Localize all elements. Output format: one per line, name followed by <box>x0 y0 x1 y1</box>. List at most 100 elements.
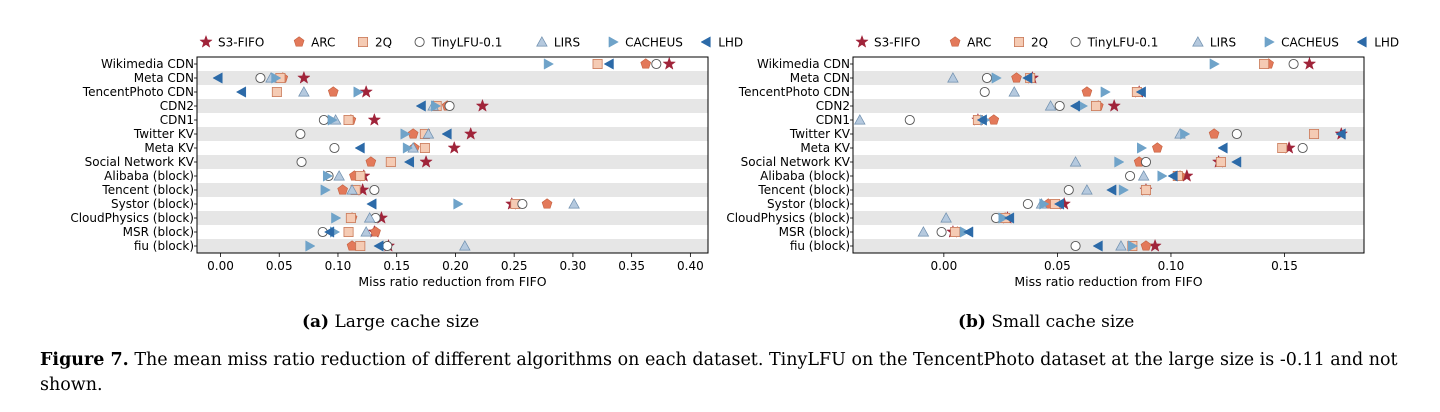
caption-text: The mean miss ratio reduction of differe… <box>40 350 1398 395</box>
data-point-cacheus-systor-block <box>1039 198 1050 210</box>
data-point-cacheus-meta-cdn <box>271 72 282 84</box>
data-point-s3-fifo-twitter-kv <box>463 126 478 140</box>
row-band <box>853 155 1364 169</box>
data-point-lhd-tencentphoto-cdn <box>1135 86 1146 98</box>
y-tick-label-meta-kv: Meta KV <box>144 141 194 155</box>
data-point-s3-fifo-cdn1 <box>367 112 382 126</box>
data-point-cacheus-alibaba-block <box>322 170 334 182</box>
data-point-2q-social-network-kv <box>1215 156 1226 167</box>
y-tick-label-wikimedia-cdn: Wikimedia CDN <box>101 57 194 71</box>
data-point-tinylfu-0-1-tencentphoto-cdn <box>979 86 990 98</box>
data-point-s3-fifo-meta-kv <box>447 140 462 154</box>
data-point-tinylfu-0-1-systor-block <box>517 198 528 210</box>
data-point-cacheus-tencent-block <box>1118 184 1129 196</box>
x-tick-label: 0.05 <box>266 259 293 273</box>
y-tick-label-tencent-block: Tencent (block) <box>757 183 850 197</box>
data-point-lhd-fiu-block <box>1092 240 1103 252</box>
data-point-cacheus-systor-block <box>453 198 464 210</box>
subcaption-b-text: Small cache size <box>991 312 1135 332</box>
data-point-lhd-meta-kv <box>1217 142 1228 154</box>
data-point-lhd-fiu-block <box>373 240 384 252</box>
legend-marker-cacheus <box>1264 36 1275 48</box>
data-point-cacheus-twitter-kv <box>400 128 411 140</box>
legend-label-arc: ARC <box>311 36 335 50</box>
data-point-cacheus-social-network-kv <box>1114 156 1125 168</box>
legend-label-cacheus: CACHEUS <box>625 36 683 50</box>
y-tick-label-alibaba-block: Alibaba (block) <box>104 169 194 183</box>
data-point-lhd-cdn2 <box>1069 100 1080 112</box>
data-point-cacheus-tencent-block <box>320 184 331 196</box>
data-point-tinylfu-0-1-msr-block <box>936 226 947 238</box>
row-band <box>853 127 1364 141</box>
y-tick-label-cloudphysics-block: CloudPhysics (block) <box>70 211 194 225</box>
data-point-tinylfu-0-1-social-network-kv <box>1140 156 1152 168</box>
x-tick-label: 0.15 <box>1271 259 1298 273</box>
data-point-tinylfu-0-1-cdn2 <box>444 100 455 112</box>
data-point-cacheus-cdn2 <box>431 100 442 112</box>
data-point-2q-wikimedia-cdn <box>1259 59 1270 70</box>
data-point-lirs-tencent-block <box>1081 184 1093 195</box>
data-point-tinylfu-0-1-alibaba-block <box>1125 170 1136 182</box>
y-tick-label-cdn1: CDN1 <box>816 113 850 127</box>
y-tick-label-systor-block: Systor (block) <box>111 197 194 211</box>
subcaption-a: (a) Large cache size <box>302 312 479 332</box>
data-point-lhd-meta-kv <box>354 142 365 154</box>
legend-label-lhd: LHD <box>1374 36 1399 50</box>
data-point-lirs-meta-cdn <box>947 72 959 83</box>
data-point-s3-fifo-social-network-kv <box>419 154 433 168</box>
data-point-lhd-cdn2 <box>415 100 426 112</box>
data-point-cacheus-alibaba-block <box>1157 170 1168 182</box>
x-tick-label: 0.15 <box>383 259 410 273</box>
legend-marker-lhd <box>700 36 711 48</box>
legend-label-2q: 2Q <box>1031 36 1048 50</box>
data-point-2q-meta-kv <box>1277 142 1288 153</box>
data-point-s3-fifo-wikimedia-cdn <box>1302 56 1317 70</box>
legend-label-cacheus: CACHEUS <box>1281 36 1339 50</box>
data-point-arc-cdn1 <box>988 114 1000 125</box>
data-point-lirs-twitter-kv <box>422 128 435 139</box>
data-point-cacheus-meta-kv <box>1137 142 1148 154</box>
data-point-cacheus-fiu-block <box>1127 240 1139 252</box>
subcaption-b: (b) Small cache size <box>958 312 1134 332</box>
y-tick-label-cdn2: CDN2 <box>160 99 194 113</box>
legend-label-s3-fifo: S3-FIFO <box>874 36 920 50</box>
data-point-tinylfu-0-1-fiu-block <box>382 240 393 252</box>
x-axis-label: Miss ratio reduction from FIFO <box>358 274 546 289</box>
x-tick-label: 0.00 <box>930 259 957 273</box>
subcaption-b-label: (b) <box>958 312 986 332</box>
y-tick-label-twitter-kv: Twitter KV <box>133 127 195 141</box>
data-point-cacheus-cloudphysics-block <box>331 212 342 224</box>
data-point-2q-alibaba-block <box>355 170 366 181</box>
data-point-tinylfu-0-1-tencent-block <box>369 184 380 196</box>
row-band <box>853 71 1364 85</box>
data-point-cacheus-meta-kv <box>402 142 413 154</box>
data-point-arc-meta-kv <box>1152 142 1163 153</box>
row-band <box>853 239 1364 253</box>
data-point-arc-fiu-block <box>1140 240 1152 251</box>
x-tick-label: 0.25 <box>501 259 528 273</box>
data-point-2q-msr-block <box>950 226 961 237</box>
legend-marker-s3-fifo <box>855 34 869 48</box>
row-band <box>197 127 708 141</box>
y-tick-label-meta-kv: Meta KV <box>800 141 850 155</box>
data-point-2q-fiu-block <box>355 240 366 251</box>
x-tick-label: 0.00 <box>207 259 234 273</box>
data-point-lhd-alibaba-block <box>1167 170 1178 182</box>
data-point-tinylfu-0-1-meta-cdn <box>255 72 266 84</box>
legend-marker-lirs <box>1192 36 1204 47</box>
data-point-s3-fifo-cdn2 <box>1107 98 1121 112</box>
plot-frame <box>196 56 709 254</box>
data-point-lirs-alibaba-block <box>1137 170 1150 181</box>
data-point-arc-systor-block <box>541 198 553 209</box>
data-point-lirs-fiu-block <box>459 240 471 251</box>
y-tick-label-cdn1: CDN1 <box>160 113 194 127</box>
data-point-arc-tencentphoto-cdn <box>327 86 339 97</box>
y-tick-label-tencentphoto-cdn: TencentPhoto CDN <box>738 85 850 99</box>
legend-marker-tinylfu-0-1 <box>414 36 425 48</box>
x-tick-label: 0.35 <box>618 259 645 273</box>
subcaption-a-label: (a) <box>302 312 330 332</box>
data-point-tinylfu-0-1-fiu-block <box>1070 240 1081 252</box>
data-point-s3-fifo-meta-cdn <box>297 70 311 84</box>
legend-marker-cacheus <box>608 36 619 48</box>
